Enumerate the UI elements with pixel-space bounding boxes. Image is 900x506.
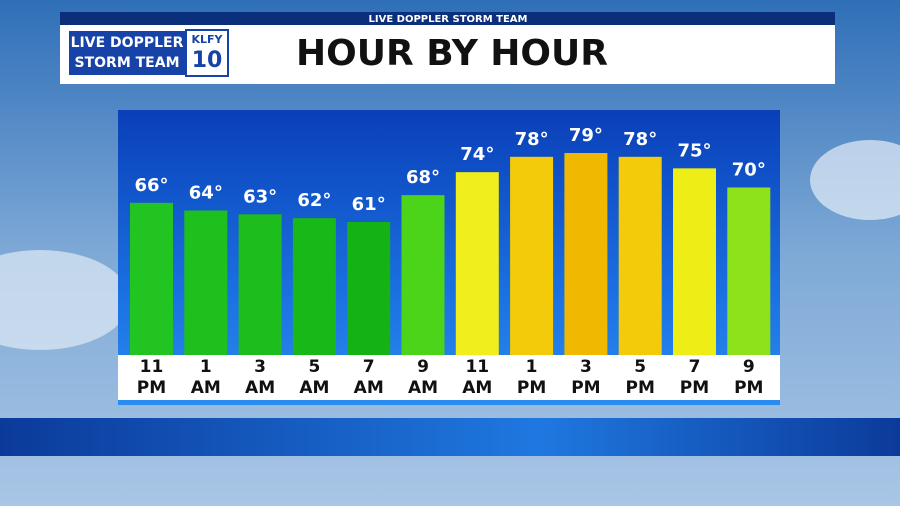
x-tick-label: PM [137, 378, 166, 398]
x-tick-label: 11 [465, 357, 489, 377]
x-tick-label: 3 [580, 357, 592, 377]
value-label: 66° [134, 175, 168, 196]
bar [238, 214, 282, 355]
value-label: 79° [569, 125, 603, 146]
bar [673, 168, 716, 355]
x-tick-label: AM [245, 378, 275, 398]
logo-box [67, 29, 187, 77]
cloud [810, 140, 900, 220]
chart-title: HOUR BY HOUR [296, 33, 608, 74]
x-tick-label: PM [626, 378, 655, 398]
x-tick-label: 9 [743, 357, 755, 377]
x-tick-label: AM [191, 378, 221, 398]
x-tick-label: 1 [526, 357, 538, 377]
value-label: 61° [352, 194, 386, 215]
x-tick-label: 11 [140, 357, 164, 377]
x-tick-label: 7 [689, 357, 701, 377]
x-tick-label: 5 [308, 357, 320, 377]
value-label: 70° [732, 160, 766, 181]
value-label: 68° [406, 167, 440, 188]
logo-text: STORM TEAM [75, 55, 180, 71]
cloud [0, 250, 130, 350]
x-tick-label: AM [408, 378, 438, 398]
bar [130, 202, 173, 355]
value-label: 62° [297, 190, 331, 211]
bottom-band [0, 418, 900, 456]
bar [455, 172, 499, 355]
x-tick-label: PM [517, 378, 546, 398]
x-tick-label: 9 [417, 357, 429, 377]
x-tick-label: 1 [200, 357, 212, 377]
strip-text: LIVE DOPPLER STORM TEAM [369, 14, 528, 25]
x-tick-label: AM [299, 378, 329, 398]
bar [618, 156, 662, 355]
x-tick-label: PM [734, 378, 763, 398]
x-tick-label: 3 [254, 357, 266, 377]
value-label: 75° [677, 140, 711, 161]
x-tick-label: 7 [363, 357, 375, 377]
logo-text: LIVE DOPPLER [71, 35, 184, 51]
value-label: 78° [515, 129, 549, 150]
x-tick-label: 5 [634, 357, 646, 377]
x-tick-label: AM [462, 378, 492, 398]
bar [184, 210, 228, 355]
value-label: 64° [189, 183, 223, 204]
bar [564, 153, 608, 355]
station-text: KLFY [191, 33, 223, 46]
value-label: 74° [460, 144, 494, 165]
value-label: 78° [623, 129, 657, 150]
bar [727, 187, 771, 355]
label-strip [118, 355, 780, 400]
x-tick-label: PM [571, 378, 600, 398]
header-strip [60, 12, 835, 25]
channel-text: 10 [192, 48, 223, 73]
bar [510, 156, 554, 355]
x-tick-label: PM [680, 378, 709, 398]
station-logo [185, 29, 229, 77]
bar [347, 222, 391, 355]
bar [401, 195, 445, 355]
x-tick-label: AM [354, 378, 384, 398]
value-label: 63° [243, 186, 277, 207]
bar [292, 218, 336, 355]
